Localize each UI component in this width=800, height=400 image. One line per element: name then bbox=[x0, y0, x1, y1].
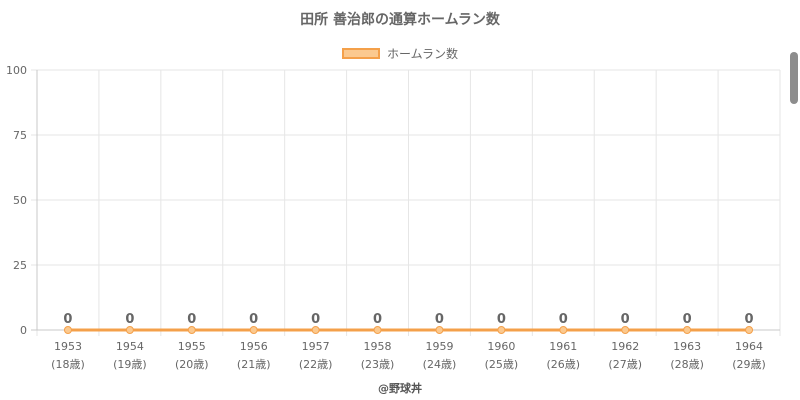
data-point bbox=[249, 326, 258, 334]
data-point bbox=[435, 326, 444, 334]
y-tick-label: 100 bbox=[6, 64, 27, 77]
x-tick-label: 1955 bbox=[178, 340, 206, 353]
data-point bbox=[683, 326, 692, 334]
x-tick-sublabel: (21歳) bbox=[237, 358, 271, 371]
x-tick-sublabel: (27歳) bbox=[608, 358, 642, 371]
x-tick-label: 1959 bbox=[425, 340, 453, 353]
data-label: 0 bbox=[683, 312, 692, 327]
data-label: 0 bbox=[125, 312, 134, 327]
x-tick-sublabel: (23歳) bbox=[361, 358, 395, 371]
data-label: 0 bbox=[311, 312, 320, 327]
data-label: 0 bbox=[559, 312, 568, 327]
x-tick-label: 1957 bbox=[302, 340, 330, 353]
data-label: 0 bbox=[63, 312, 72, 327]
x-tick-sublabel: (20歳) bbox=[175, 358, 209, 371]
credit-text: @野球丼 bbox=[378, 382, 422, 395]
x-tick-sublabel: (18歳) bbox=[51, 358, 85, 371]
y-tick-label: 0 bbox=[20, 324, 27, 337]
x-tick-label: 1960 bbox=[487, 340, 515, 353]
data-point bbox=[63, 326, 72, 334]
data-point bbox=[745, 326, 754, 334]
x-tick-label: 1958 bbox=[364, 340, 392, 353]
legend-swatch bbox=[341, 48, 380, 59]
x-tick-label: 1964 bbox=[735, 340, 763, 353]
data-point bbox=[311, 326, 320, 334]
data-label: 0 bbox=[435, 312, 444, 327]
x-tick-sublabel: (25歳) bbox=[485, 358, 519, 371]
x-tick-sublabel: (29歳) bbox=[732, 358, 766, 371]
axes: 0 25 50 75 100 1953 (18歳) 1954 (19歳) 1955 (20歳) 195… bbox=[6, 64, 780, 371]
data-point bbox=[559, 326, 568, 334]
data-point bbox=[373, 326, 382, 334]
data-label: 0 bbox=[187, 312, 196, 327]
data-label: 0 bbox=[497, 312, 506, 327]
legend-label: ホームラン数 bbox=[386, 47, 459, 61]
x-tick-sublabel: (26歳) bbox=[546, 358, 580, 371]
x-tick-sublabel: (19歳) bbox=[113, 358, 147, 371]
x-tick-sublabel: (22歳) bbox=[299, 358, 333, 371]
data-label: 0 bbox=[745, 312, 754, 327]
chart-legend[interactable]: ホームラン数 bbox=[0, 45, 800, 62]
series bbox=[63, 326, 754, 334]
data-labels: 0 0 0 0 0 0 0 0 0 0 0 0 bbox=[63, 312, 753, 327]
data-point bbox=[187, 326, 196, 334]
grid bbox=[31, 69, 781, 336]
x-tick-label: 1956 bbox=[240, 340, 268, 353]
x-tick-label: 1963 bbox=[673, 340, 701, 353]
data-point bbox=[621, 326, 630, 334]
x-tick-label: 1953 bbox=[54, 340, 82, 353]
chart-title: 田所 善治郎の通算ホームラン数 bbox=[300, 12, 500, 28]
data-label: 0 bbox=[249, 312, 258, 327]
data-label: 0 bbox=[373, 312, 382, 327]
x-tick-sublabel: (28歳) bbox=[670, 358, 704, 371]
x-tick-label: 1954 bbox=[116, 340, 144, 353]
data-point bbox=[497, 326, 506, 334]
data-point bbox=[125, 326, 134, 334]
y-tick-label: 75 bbox=[13, 129, 27, 142]
x-tick-sublabel: (24歳) bbox=[423, 358, 457, 371]
data-label: 0 bbox=[621, 312, 630, 327]
scrollbar-thumb[interactable] bbox=[790, 52, 798, 104]
x-tick-label: 1961 bbox=[549, 340, 577, 353]
x-tick-label: 1962 bbox=[611, 340, 639, 353]
y-tick-label: 50 bbox=[13, 194, 27, 207]
y-tick-label: 25 bbox=[13, 259, 27, 272]
